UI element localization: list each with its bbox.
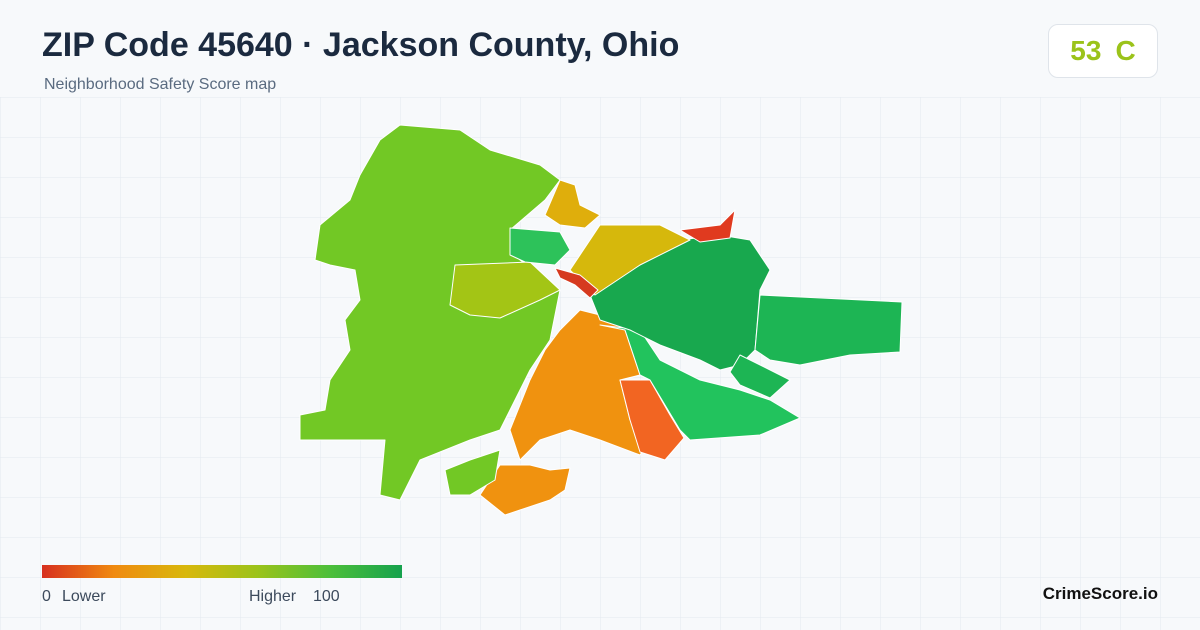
region	[509, 227, 571, 266]
legend-max-label: Higher	[249, 588, 297, 605]
region	[754, 294, 903, 366]
score-badge: 53 C	[1048, 24, 1158, 78]
region	[569, 224, 691, 296]
region	[679, 209, 736, 243]
score-value: 53	[1070, 35, 1102, 66]
region	[299, 124, 561, 501]
brand: CrimeScore.io	[1042, 584, 1158, 603]
legend-max: 100	[313, 588, 340, 605]
region	[449, 261, 561, 319]
region	[479, 464, 571, 516]
region	[444, 449, 501, 496]
title: ZIP Code 45640 · Jackson County, Ohio	[42, 26, 680, 64]
subtitle: Neighborhood Safety Score map	[44, 76, 277, 93]
region	[599, 324, 801, 441]
score-grade: C	[1115, 35, 1136, 66]
legend-min-label: Lower	[62, 588, 106, 605]
region	[544, 179, 601, 229]
legend-gradient	[42, 565, 402, 578]
region	[554, 267, 599, 299]
regions	[299, 124, 903, 516]
region	[729, 354, 791, 399]
legend-min: 0	[42, 588, 51, 605]
